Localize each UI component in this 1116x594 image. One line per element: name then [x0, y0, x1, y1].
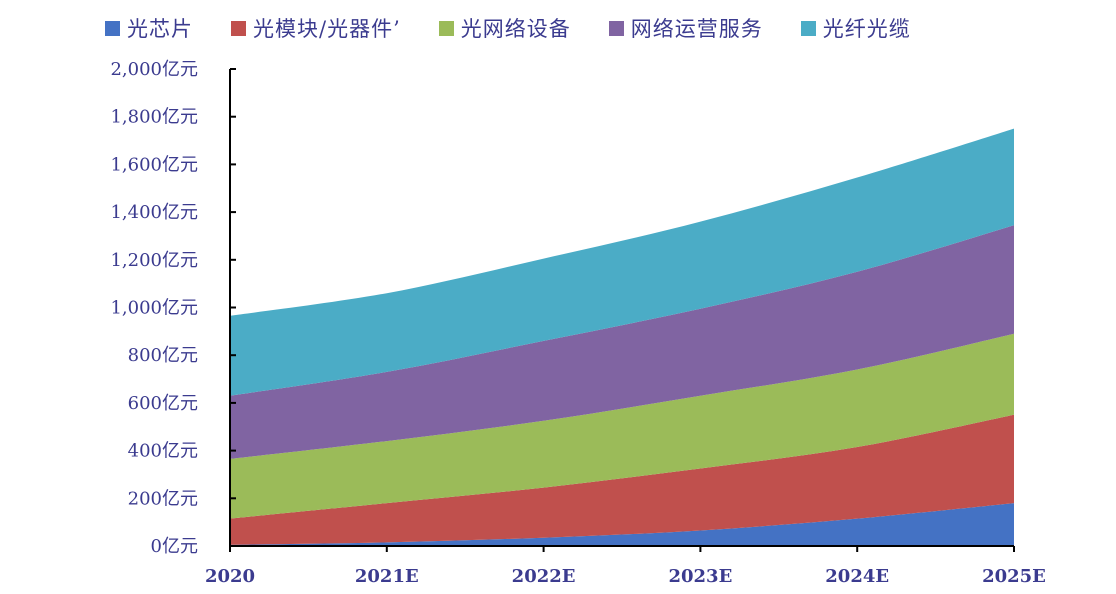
- y-tick-label: 2,000亿元: [110, 59, 198, 80]
- x-tick-label: 2023E: [668, 566, 732, 587]
- legend-label: 网络运营服务: [630, 17, 763, 41]
- y-tick-label: 600亿元: [128, 393, 198, 414]
- y-tick-label: 400亿元: [128, 441, 198, 462]
- y-tick-label: 800亿元: [128, 345, 198, 366]
- x-tick-label: 2021E: [355, 566, 419, 587]
- legend-item: 光芯片: [105, 13, 193, 43]
- area-series-4: [230, 225, 1014, 459]
- y-tick-label: 0亿元: [151, 536, 198, 557]
- area-layers: [230, 128, 1014, 546]
- y-tick-label: 200亿元: [128, 488, 198, 509]
- legend-item: 网络运营服务: [608, 13, 763, 43]
- legend: 光芯片 光模块/光器件’ 光网络设备 网络运营服务 光纤光缆: [105, 12, 949, 44]
- y-tick-label: 1,800亿元: [110, 107, 198, 128]
- legend-swatch: [231, 20, 246, 36]
- legend-label: 光模块/光器件’: [253, 17, 401, 41]
- x-tick-label: 2022E: [512, 566, 576, 587]
- legend-item: 光模块/光器件’: [231, 13, 401, 43]
- y-tick-label: 1,600亿元: [110, 154, 198, 175]
- area-series-1: [230, 503, 1014, 546]
- legend-item: 光网络设备: [438, 13, 571, 43]
- x-tick-label: 2025E: [982, 566, 1046, 587]
- legend-label: 光网络设备: [460, 17, 571, 41]
- y-tick-label: 1,400亿元: [110, 202, 198, 223]
- legend-label: 光芯片: [127, 17, 193, 41]
- x-tick-label: 2024E: [825, 566, 889, 587]
- area-series-2: [230, 414, 1014, 545]
- legend-label: 光纤光缆: [822, 17, 911, 41]
- legend-swatch: [800, 20, 816, 36]
- area-series-3: [230, 333, 1014, 519]
- legend-swatch: [438, 20, 454, 36]
- y-tick-label: 1,000亿元: [110, 298, 198, 319]
- area-series-5: [230, 128, 1014, 396]
- y-tick-label: 1,200亿元: [110, 250, 198, 271]
- legend-swatch: [608, 20, 624, 36]
- legend-swatch: [105, 20, 120, 36]
- axes: 0亿元 200亿元 400亿元 600亿元 800亿元 1,000亿元 1,200亿元 1,4…: [110, 59, 1045, 587]
- x-tick-label: 2020: [205, 566, 255, 587]
- legend-item: 光纤光缆: [800, 13, 911, 43]
